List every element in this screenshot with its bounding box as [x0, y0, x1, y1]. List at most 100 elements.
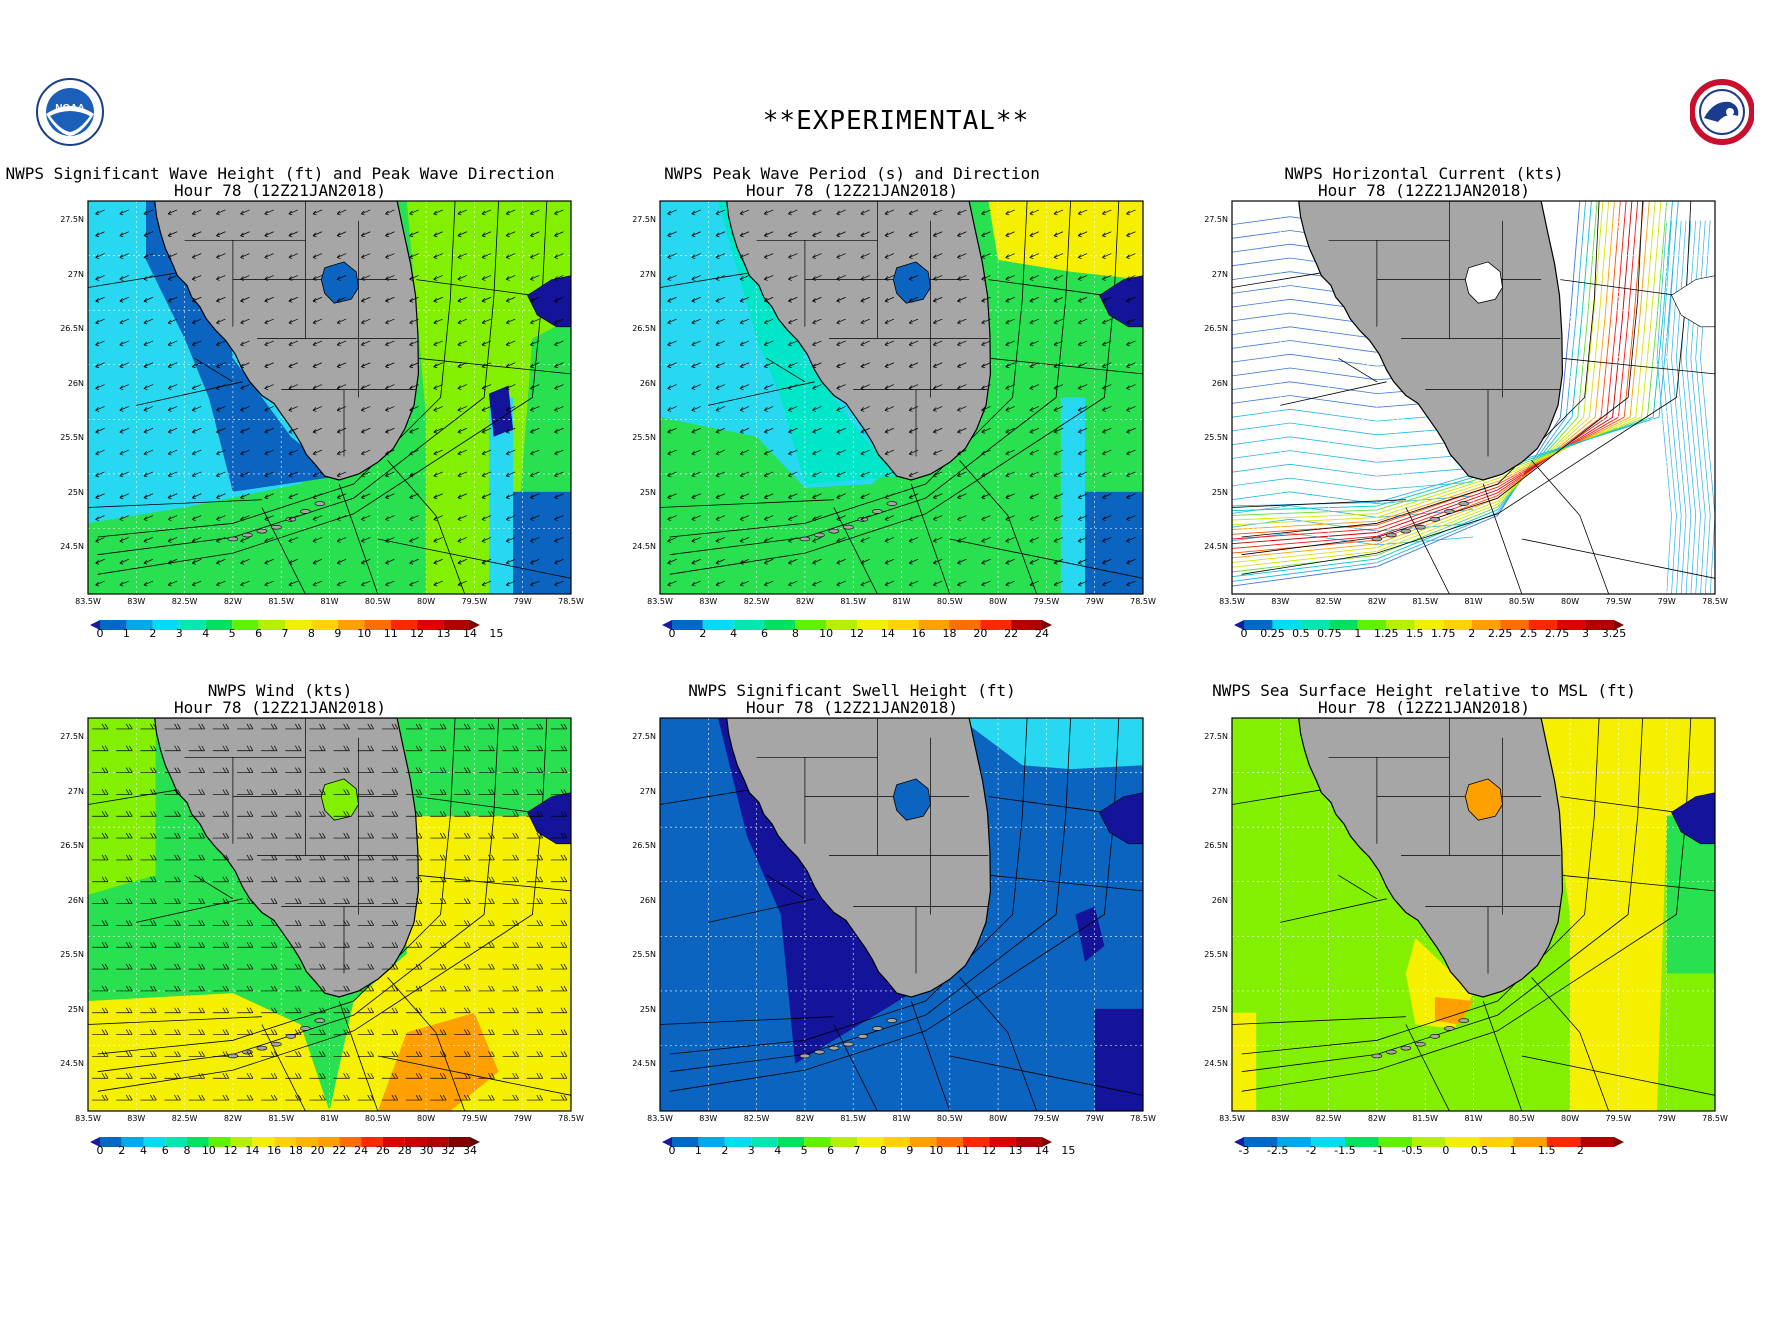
colorbar-segment	[936, 1137, 963, 1147]
direction-arrow	[1053, 318, 1064, 325]
marine-zone-line	[387, 460, 466, 594]
wind-barb	[309, 723, 326, 730]
florida-keys-island	[814, 532, 825, 538]
direction-arrow	[288, 275, 298, 281]
direction-arrow	[788, 209, 798, 216]
longitude-label: 79.5W	[1605, 1114, 1632, 1123]
colorbar-tick-label: 2	[149, 627, 157, 640]
direction-arrow	[1053, 275, 1064, 281]
wind-barb	[236, 854, 254, 861]
wind-barb	[381, 854, 399, 861]
wind-barb	[285, 832, 302, 839]
direction-arrow	[1102, 384, 1112, 390]
direction-arrow	[505, 362, 516, 369]
wind-barb	[526, 854, 544, 861]
florida-keys-island	[828, 1045, 840, 1051]
direction-arrow	[505, 449, 516, 456]
direction-arrow	[1005, 296, 1015, 303]
direction-arrow	[981, 493, 991, 500]
marine-zone-line	[910, 1000, 951, 1111]
direction-arrow	[554, 296, 564, 303]
direction-arrow	[409, 231, 419, 238]
direction-arrow	[763, 427, 774, 434]
wind-barb	[309, 985, 326, 992]
wind-barb	[261, 1029, 278, 1035]
direction-arrow	[119, 471, 129, 478]
current-stream-east	[1661, 220, 1677, 594]
wind-barb	[92, 1029, 109, 1035]
wind-barb	[550, 1073, 568, 1079]
wind-barb	[285, 898, 302, 904]
florida-keys-island	[227, 536, 239, 542]
colorbar-segment	[1378, 1137, 1413, 1147]
wind-barb	[550, 898, 568, 904]
direction-arrow	[932, 362, 943, 369]
direction-arrow	[1102, 209, 1112, 216]
direction-arrow	[360, 427, 371, 434]
direction-arrow	[95, 209, 105, 216]
wind-barb	[212, 854, 230, 861]
colorbar-segment	[274, 1137, 296, 1147]
direction-arrow	[932, 275, 943, 281]
wind-barb	[140, 876, 157, 883]
colorbar-segment	[1580, 1137, 1614, 1147]
direction-arrow	[763, 537, 774, 543]
experimental-banner: **EXPERIMENTAL**	[762, 106, 1030, 136]
marine-zone-line	[1531, 977, 1610, 1111]
wind-barb	[212, 789, 230, 795]
direction-arrow	[739, 515, 750, 521]
direction-arrow	[908, 362, 919, 369]
latitude-label: 25.5N	[632, 950, 656, 959]
wind-barb	[381, 920, 399, 926]
direction-arrow	[433, 580, 443, 587]
direction-arrow	[336, 493, 347, 500]
wind-barb	[285, 876, 302, 883]
direction-arrow	[1077, 384, 1088, 390]
wind-barb	[502, 1073, 519, 1079]
wind-barb	[357, 1029, 375, 1035]
longitude-label: 83W	[1271, 597, 1290, 606]
colorbar-tick-label: 8	[307, 627, 315, 640]
direction-arrow	[981, 340, 991, 347]
marine-zone-line	[833, 507, 878, 594]
wind-barb	[478, 854, 495, 861]
colorbar-tick-label: 10	[929, 1144, 944, 1157]
direction-arrow	[530, 537, 540, 543]
wind-barb	[164, 1073, 181, 1079]
direction-arrow	[812, 209, 822, 216]
wind-barb	[212, 811, 230, 817]
colorbar-segment	[1300, 620, 1330, 630]
wind-barb	[140, 832, 157, 839]
wind-barb	[140, 789, 157, 795]
marine-zone-line	[88, 1016, 262, 1025]
direction-arrow	[505, 318, 516, 325]
wind-barb	[406, 745, 423, 752]
wind-barb	[333, 985, 350, 992]
direction-arrow	[884, 493, 895, 500]
panel-title: NWPS Wind (kts) Hour 78 (12Z21JAN2018)	[0, 682, 560, 716]
wind-barb	[430, 832, 447, 839]
direction-arrow	[739, 471, 750, 478]
longitude-label: 81W	[320, 1114, 339, 1123]
latitude-label: 27.5N	[60, 215, 84, 224]
wind-barb	[406, 1029, 423, 1035]
wind-barb	[309, 942, 326, 948]
colorbar-tick-label: 18	[942, 627, 957, 640]
direction-arrow	[981, 362, 991, 369]
colorbar-tick-label: 1	[1354, 627, 1362, 640]
direction-arrow	[288, 209, 298, 216]
longitude-label: 78.5W	[1130, 597, 1156, 606]
direction-arrow	[530, 449, 540, 456]
colorbar-tick-label: -2.5	[1266, 1144, 1289, 1157]
field-yellow-northeast	[988, 201, 1143, 280]
wind-barb	[188, 898, 205, 904]
direction-arrow	[1077, 209, 1088, 216]
direction-arrow	[788, 427, 798, 434]
marine-zone-line	[1560, 357, 1715, 375]
latitude-label: 25N	[1211, 487, 1228, 497]
colorbar-tick-label: 8	[183, 1144, 191, 1157]
direction-arrow	[691, 537, 701, 543]
panel-title-line: NWPS Wind (kts)	[207, 681, 353, 700]
direction-arrow	[554, 515, 564, 521]
direction-arrow	[216, 427, 226, 434]
